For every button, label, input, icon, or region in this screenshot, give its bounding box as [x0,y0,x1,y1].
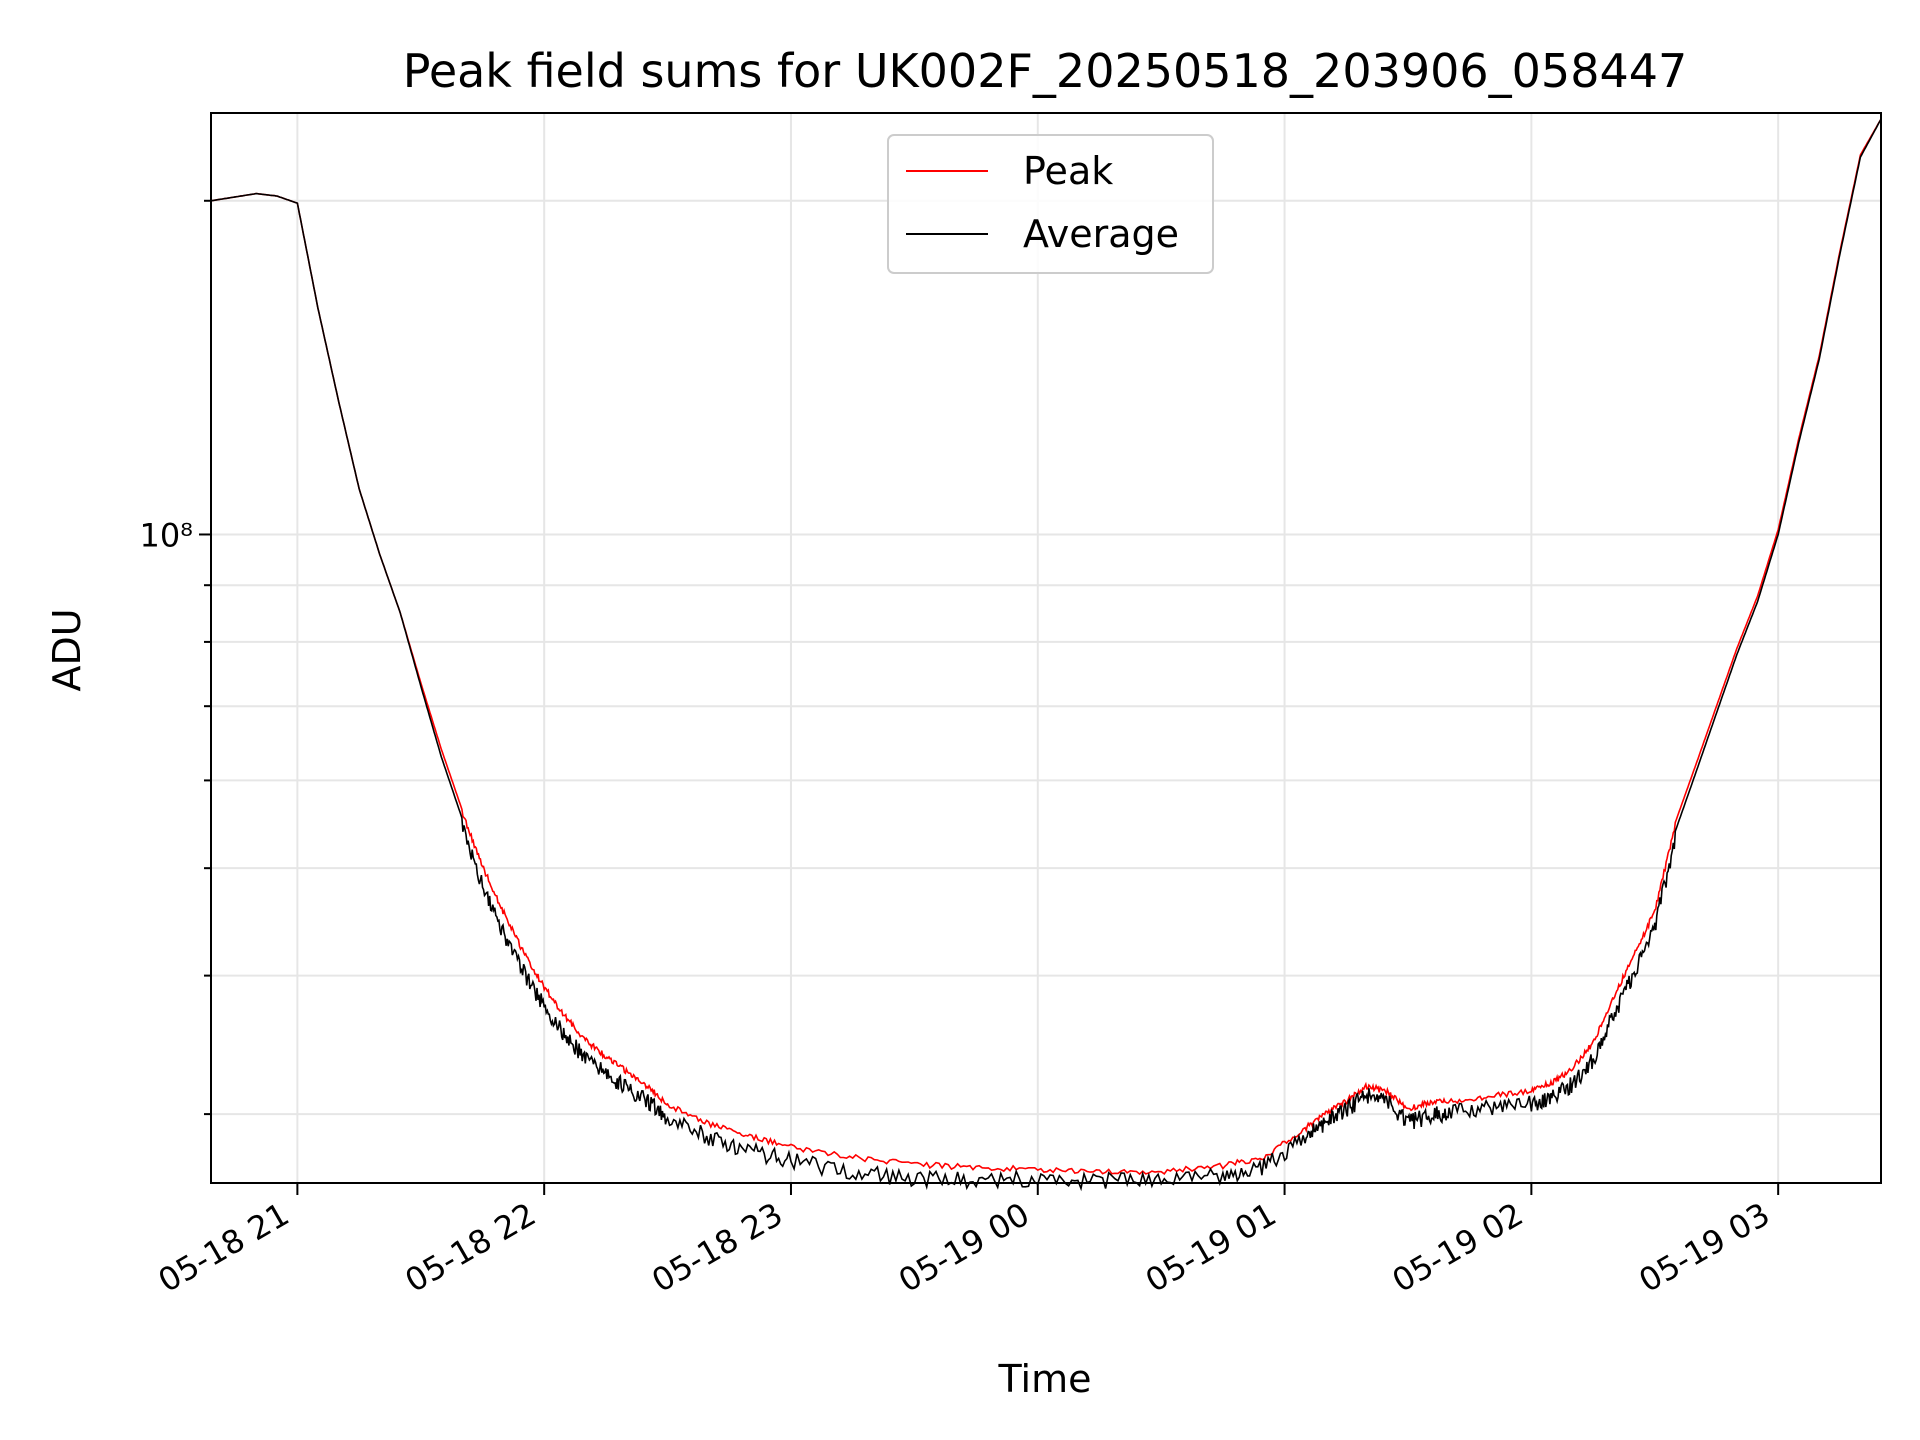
y-tick-label: 10⁸ [139,516,193,554]
series-line-peak [210,118,1882,1176]
legend-label-average: Average [1023,212,1179,256]
y-axis: 10⁸ [139,199,211,1116]
grid [211,113,1881,1183]
legend-box [887,134,1214,274]
legend: Peak Average [887,134,1214,274]
chart-title: Peak field sums for UK002F_20250518_2039… [403,44,1688,98]
y-axis-label: ADU [45,608,89,691]
plot-frame [210,112,1882,1184]
x-axis-label: Time [998,1357,1092,1401]
plot-lines [210,118,1882,1192]
series-line-average [210,118,1882,1192]
legend-label-peak: Peak [1023,149,1113,193]
